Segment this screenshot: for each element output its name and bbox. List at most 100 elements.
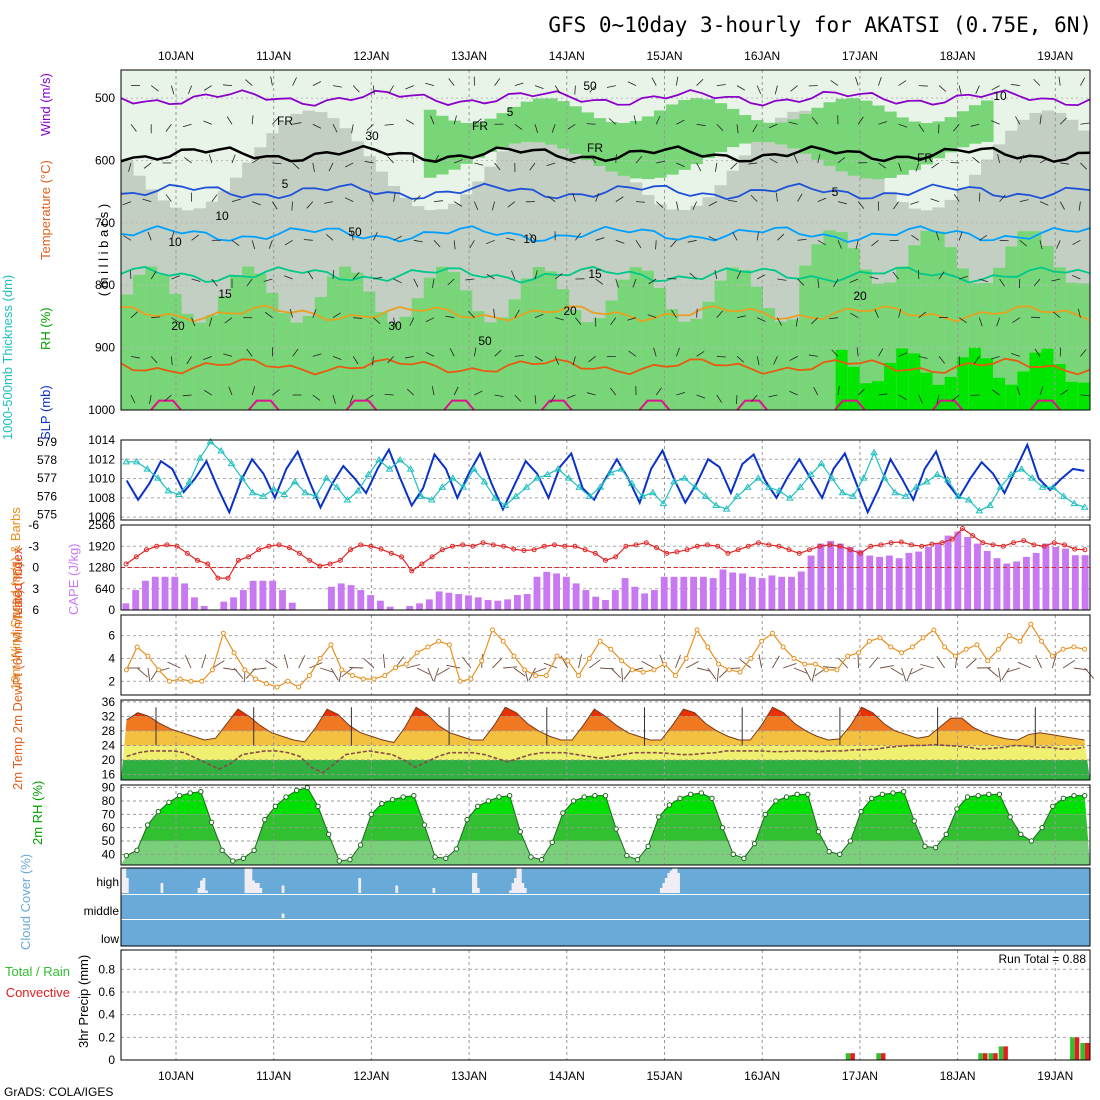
wind-barb — [405, 85, 414, 90]
surface-wind-barb — [437, 667, 450, 676]
wind-speed-marker — [769, 630, 775, 636]
cape-bar — [905, 552, 913, 610]
wind-barb — [716, 123, 724, 132]
surface-wind-barb — [879, 665, 894, 669]
cape-bar — [827, 540, 835, 610]
wind-barb — [150, 271, 157, 280]
thickness-marker — [206, 437, 215, 445]
wind-barb — [433, 155, 439, 164]
thickness-line — [126, 440, 1085, 512]
rh-shade-moist — [387, 322, 401, 410]
cloud-bar-high — [259, 888, 263, 893]
thickness-tick-label: 579 — [37, 435, 57, 449]
thickness-marker — [649, 488, 657, 496]
wind-barb — [1080, 349, 1087, 357]
wind-barb — [997, 154, 1000, 164]
surface-wind-barb — [167, 661, 181, 669]
wind-barb — [768, 394, 778, 398]
cape-bar — [239, 590, 247, 610]
cape-tick-label: 2560 — [88, 518, 115, 532]
wind-barb — [1080, 162, 1088, 170]
wind-barb — [1078, 201, 1081, 211]
isotherm-30C-segment — [1029, 399, 1062, 411]
rh2m-band — [121, 841, 1090, 865]
pressure-tick-label: 700 — [95, 216, 115, 230]
thickness-marker — [575, 483, 584, 490]
wind-barb — [813, 386, 819, 396]
rh2m-marker — [656, 814, 662, 820]
surface-wind-barb — [223, 667, 238, 671]
rh-shade-moist — [762, 308, 776, 410]
lifted-index-marker — [756, 540, 761, 546]
thickness-marker — [1017, 465, 1026, 472]
thickness-marker — [775, 486, 784, 494]
cape-bar — [778, 576, 786, 610]
wind-speed-marker — [220, 630, 226, 636]
wind-barb — [1039, 115, 1042, 125]
lifted-index-marker — [521, 548, 527, 553]
lifted-index-marker — [286, 545, 292, 551]
surface-wind-barb — [503, 666, 518, 669]
temp-frame — [120, 699, 1091, 781]
rh-shade-saturated — [1053, 364, 1067, 410]
rh2m-marker — [389, 796, 396, 803]
wind-barb — [898, 162, 902, 172]
thickness-marker — [554, 465, 562, 472]
cape-tick-label: 1280 — [88, 561, 115, 575]
thickness-tick-label: 575 — [37, 508, 57, 522]
cloud-bar-high — [244, 868, 248, 893]
wind-barb — [708, 236, 717, 241]
wind-barb — [878, 76, 882, 86]
wind-barb — [696, 351, 705, 357]
surface-wind-barb — [578, 654, 582, 669]
wind-barb — [748, 162, 758, 165]
temp-band — [121, 760, 1090, 780]
wind-speed-marker — [963, 646, 969, 652]
cape-bar — [386, 606, 394, 610]
wind-barb — [615, 153, 617, 163]
rh2m-marker — [560, 810, 566, 816]
thickness-marker — [512, 492, 520, 499]
rh-shade-upper — [520, 101, 534, 142]
wind-barb — [351, 124, 354, 134]
surface-wind-barb — [1051, 654, 1057, 669]
rh2m-marker — [293, 787, 300, 794]
wind-barb — [837, 201, 847, 205]
wind-barb — [777, 278, 787, 281]
wind-speed-marker — [468, 676, 474, 682]
lifted-index-marker — [603, 557, 608, 563]
date-label-top: 15JAN — [646, 49, 682, 63]
lifted-index-marker — [205, 561, 211, 567]
wind-barb — [708, 201, 717, 207]
isotherm-30C-segment — [345, 399, 378, 411]
wind-barb — [930, 198, 940, 203]
wind-barb — [595, 278, 604, 285]
cape-tick-label: 0 — [108, 603, 115, 617]
wind-barb — [777, 317, 782, 326]
wind-barb — [566, 159, 576, 164]
lifted-index-marker — [623, 543, 629, 549]
rh2m-marker — [730, 851, 736, 858]
cape-bar — [817, 543, 825, 610]
wind-barb — [757, 317, 766, 322]
thickness-marker — [691, 483, 699, 490]
lifted-index-marker — [990, 542, 996, 548]
thickness-marker — [849, 492, 857, 499]
rh2m-marker — [123, 852, 130, 859]
rh2m-marker — [911, 818, 918, 824]
cloud-bar-middle — [281, 913, 285, 918]
precip-total-bar — [998, 1046, 1004, 1060]
thickness-marker — [1049, 483, 1058, 490]
wind-barb — [413, 278, 419, 288]
thickness-marker — [522, 483, 531, 490]
wind-speed-marker — [662, 661, 668, 667]
wind-barb — [191, 234, 200, 241]
date-label-top: 10JAN — [158, 49, 194, 63]
lifted-index-marker — [1000, 543, 1006, 549]
rh-shade-saturated — [847, 366, 861, 410]
rh-shade-moist — [690, 318, 703, 410]
wind-speed-marker — [694, 627, 700, 633]
cape-bar — [739, 573, 746, 610]
isotherm-30C-segment — [443, 399, 475, 411]
